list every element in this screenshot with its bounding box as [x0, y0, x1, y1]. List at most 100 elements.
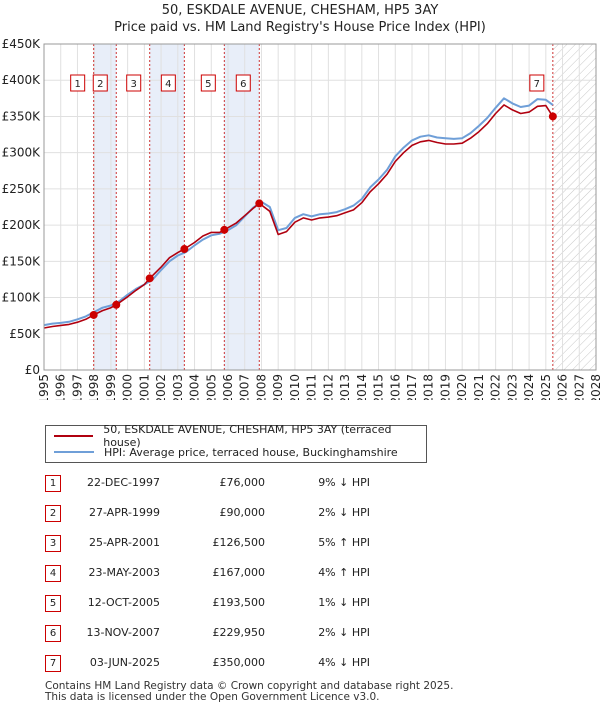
x-tick-label: 2006	[221, 374, 235, 400]
sale-hpi-diff: 1% ↓ HPI	[318, 596, 370, 609]
x-tick-label: 2024	[522, 374, 536, 400]
sale-date: 27-APR-1999	[88, 506, 160, 519]
legend: 50, ESKDALE AVENUE, CHESHAM, HP5 3AY (te…	[45, 423, 427, 463]
x-tick-label: 2011	[305, 374, 319, 400]
x-tick-label: 2015	[372, 374, 386, 400]
legend-swatch-hpi	[54, 451, 94, 453]
x-tick-label: 1997	[70, 374, 84, 400]
chart-title: 50, ESKDALE AVENUE, CHESHAM, HP5 3AY Pri…	[0, 2, 600, 36]
x-tick-label: 2007	[238, 374, 252, 400]
shaded-span-2	[149, 44, 185, 370]
sale-number-badge: 4	[45, 565, 61, 582]
x-tick-label: 2012	[321, 374, 335, 400]
x-tick-label: 2018	[422, 374, 436, 400]
shaded-span-1	[93, 44, 117, 370]
sale-price: £193,500	[212, 596, 266, 609]
sale-price: £90,000	[219, 506, 266, 519]
sale-label-3: 3	[131, 79, 137, 90]
title-line-2: Price paid vs. HM Land Registry's House …	[114, 20, 486, 35]
sale-point-5	[220, 225, 229, 234]
x-tick-label: 2004	[188, 374, 202, 400]
sale-point-2	[112, 300, 121, 309]
sale-number-badge: 3	[45, 535, 61, 552]
x-tick-label: 2016	[388, 374, 402, 400]
x-tick-label: 2001	[137, 374, 151, 400]
sale-label-box-1	[70, 74, 86, 92]
sale-date: 22-DEC-1997	[86, 476, 160, 489]
footer-line-1: Contains HM Land Registry data © Crown c…	[45, 680, 454, 692]
sale-point-1	[89, 310, 98, 319]
sale-hpi-diff: 4% ↓ HPI	[318, 656, 370, 669]
sale-number-badge: 7	[45, 655, 61, 672]
sale-point-3	[145, 274, 154, 283]
sale-price: £229,950	[212, 626, 266, 639]
y-tick-label: £350K	[2, 109, 42, 123]
x-tick-label: 2008	[254, 374, 268, 400]
sale-label-box-2	[92, 74, 108, 92]
sale-number-badge: 1	[45, 475, 61, 492]
x-tick-label: 2000	[121, 374, 135, 400]
y-tick-label: £400K	[2, 73, 42, 87]
table-row: 1 22-DEC-1997 £76,000 9% ↓ HPI	[0, 473, 600, 495]
x-tick-label: 2027	[572, 374, 586, 400]
sale-label-box-3	[126, 74, 142, 92]
x-tick-label: 1996	[54, 374, 68, 400]
table-row: 3 25-APR-2001 £126,500 5% ↑ HPI	[0, 533, 600, 555]
x-tick-label: 1995	[37, 374, 51, 400]
forecast-region	[552, 44, 596, 370]
legend-swatch-property	[54, 435, 94, 437]
x-tick-label: 2020	[455, 374, 469, 400]
sale-label-1: 1	[74, 79, 80, 90]
sale-point-6	[255, 199, 264, 208]
x-tick-label: 2025	[539, 374, 553, 400]
footer-line-2: This data is licensed under the Open Gov…	[45, 691, 380, 703]
x-tick-label: 2013	[338, 374, 352, 400]
x-tick-label: 1999	[104, 374, 118, 400]
property-series-line	[43, 104, 554, 329]
table-row: 4 23-MAY-2003 £167,000 4% ↑ HPI	[0, 563, 600, 585]
legend-label-property: 50, ESKDALE AVENUE, CHESHAM, HP5 3AY (te…	[103, 423, 392, 449]
table-row: 5 12-OCT-2005 £193,500 1% ↓ HPI	[0, 593, 600, 615]
y-tick-label: £0	[25, 363, 40, 377]
sale-label-5: 5	[205, 79, 211, 90]
sale-label-box-5	[200, 74, 216, 92]
sale-date: 13-NOV-2007	[86, 626, 160, 639]
sale-date: 03-JUN-2025	[89, 656, 160, 669]
plot-frame	[43, 43, 597, 371]
y-tick-label: £150K	[2, 254, 42, 268]
sale-label-box-4	[160, 74, 176, 92]
sale-number-badge: 6	[45, 625, 61, 642]
sale-label-box-6	[235, 74, 251, 92]
table-row: 2 27-APR-1999 £90,000 2% ↓ HPI	[0, 503, 600, 525]
x-tick-label: 2021	[472, 374, 486, 400]
x-tick-label: 2019	[438, 374, 452, 400]
x-tick-label: 2009	[271, 374, 285, 400]
table-row: 7 03-JUN-2025 £350,000 4% ↓ HPI	[0, 653, 600, 675]
sale-label-box-7	[529, 74, 545, 92]
sale-price: £126,500	[212, 536, 266, 549]
sale-hpi-diff: 4% ↑ HPI	[318, 566, 370, 579]
legend-label-hpi: HPI: Average price, terraced house, Buck…	[104, 445, 398, 459]
x-tick-label: 2010	[288, 374, 302, 400]
sale-date: 25-APR-2001	[88, 536, 160, 549]
sale-date: 23-MAY-2003	[88, 566, 160, 579]
sale-price: £76,000	[219, 476, 266, 489]
title-line-1: 50, ESKDALE AVENUE, CHESHAM, HP5 3AY	[161, 3, 439, 18]
y-tick-label: £300K	[2, 146, 42, 160]
x-tick-label: 2017	[405, 374, 419, 400]
sale-number-badge: 2	[45, 505, 61, 522]
legend-item-property: 50, ESKDALE AVENUE, CHESHAM, HP5 3AY (te…	[54, 423, 426, 449]
sale-hpi-diff: 9% ↓ HPI	[318, 476, 370, 489]
y-tick-label: £450K	[2, 37, 42, 51]
hpi-series-line	[43, 97, 554, 327]
x-tick-label: 2028	[589, 374, 600, 400]
x-tick-label: 2002	[154, 374, 168, 400]
x-tick-label: 2014	[355, 374, 369, 400]
sale-hpi-diff: 2% ↓ HPI	[318, 626, 370, 639]
sale-label-4: 4	[165, 79, 171, 90]
sale-label-6: 6	[240, 79, 246, 90]
plot-background	[44, 44, 596, 370]
x-tick-label: 2003	[171, 374, 185, 400]
x-tick-label: 2005	[204, 374, 218, 400]
sale-number-badge: 5	[45, 595, 61, 612]
